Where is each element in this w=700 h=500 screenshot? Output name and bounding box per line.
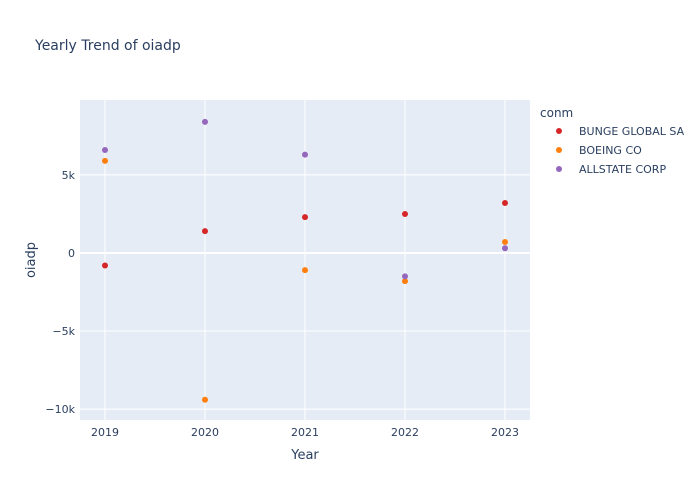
y-axis-title: oiadp (24, 242, 39, 278)
y-axis-ticks: −10k −5k 0 5k (45, 169, 75, 416)
y-tick-label: −5k (52, 325, 75, 338)
data-points (102, 118, 508, 403)
legend-marker (556, 166, 562, 172)
legend-marker (556, 147, 562, 153)
data-point (102, 262, 108, 269)
data-point (102, 146, 108, 153)
x-tick-label: 2023 (491, 426, 519, 439)
data-point (202, 228, 208, 235)
data-point (202, 118, 208, 125)
legend-item-label: BUNGE GLOBAL SA (579, 125, 685, 138)
x-axis-title: Year (290, 448, 319, 463)
chart-title: Yearly Trend of oiadp (34, 38, 181, 54)
legend-marker (556, 128, 562, 134)
legend-item-label: ALLSTATE CORP (579, 163, 666, 176)
data-point (402, 278, 408, 285)
x-tick-label: 2022 (391, 426, 419, 439)
data-point (102, 157, 108, 164)
data-point (502, 200, 508, 207)
y-tick-label: 5k (62, 169, 76, 182)
data-point (202, 396, 208, 403)
legend: conm BUNGE GLOBAL SA BOEING CO ALLSTATE CO… (540, 106, 685, 176)
y-tick-label: −10k (45, 403, 75, 416)
legend-title: conm (540, 106, 573, 120)
data-point (502, 245, 508, 252)
legend-item-label: BOEING CO (579, 144, 642, 157)
x-tick-label: 2020 (191, 426, 219, 439)
data-point (402, 210, 408, 217)
data-point (302, 214, 308, 221)
data-point (302, 151, 308, 158)
data-point (502, 239, 508, 246)
data-point (302, 267, 308, 274)
data-point (402, 273, 408, 280)
x-tick-label: 2021 (291, 426, 319, 439)
x-axis-ticks: 2019 2020 2021 2022 2023 (91, 426, 519, 439)
x-tick-label: 2019 (91, 426, 119, 439)
y-tick-label: 0 (68, 247, 75, 260)
